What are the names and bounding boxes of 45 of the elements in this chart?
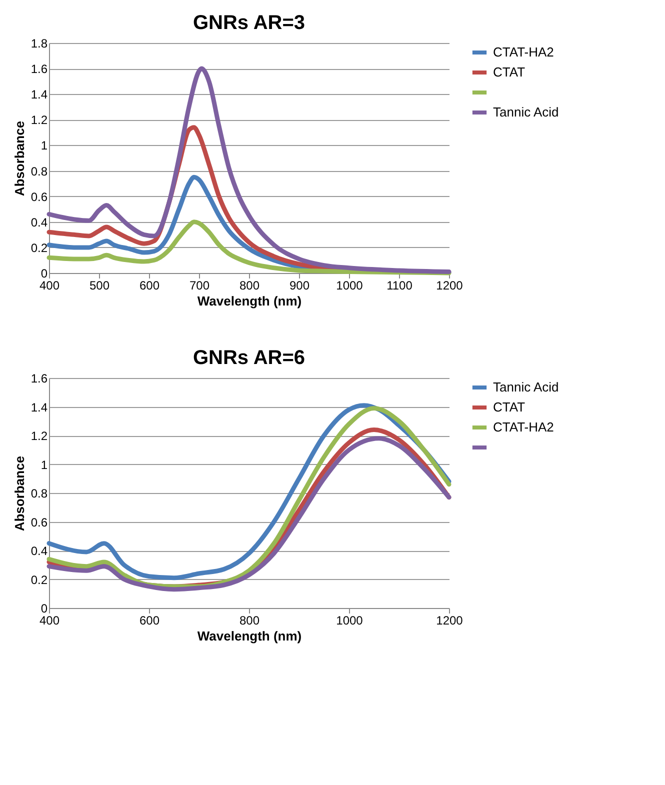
y-tick-label: 0.2 — [30, 240, 48, 255]
x-tick-label: 800 — [239, 278, 260, 292]
y-tick-label: 1 — [40, 138, 48, 153]
x-tick-label: 400 — [39, 614, 60, 628]
y-tick-label: 0.4 — [30, 215, 48, 230]
y-tick-label: 1.8 — [30, 36, 48, 50]
chart-title: GNRs AR=6 — [192, 347, 306, 369]
x-axis-title: Wavelength (nm) — [197, 294, 302, 308]
x-tick-label: 400 — [39, 278, 60, 292]
x-tick-label: 500 — [89, 278, 110, 292]
y-tick-label: 1 — [40, 458, 48, 472]
y-tick-label: 1.4 — [30, 400, 48, 414]
legend-label: Tannic Acid — [493, 104, 559, 120]
legend-label: Tannic Acid — [493, 380, 559, 394]
x-tick-label: 1000 — [336, 278, 364, 292]
legend-label: CTAT — [493, 400, 526, 414]
x-tick-label: 1100 — [386, 278, 413, 292]
legend-label: CTAT — [493, 64, 526, 80]
legend-label: CTAT-HA2 — [493, 420, 554, 434]
y-tick-label: 0.8 — [30, 486, 48, 500]
y-tick-label: 0.2 — [30, 572, 48, 587]
y-tick-label: 1.6 — [30, 372, 48, 386]
x-tick-label: 900 — [289, 278, 310, 292]
y-tick-label: 0.8 — [30, 164, 48, 178]
x-axis-title: Wavelength (nm) — [197, 628, 302, 644]
y-tick-label: 1.6 — [30, 62, 48, 76]
y-tick-label: 1.4 — [30, 88, 48, 102]
y-axis-title: Absorbance — [12, 456, 27, 532]
x-tick-label: 1000 — [336, 614, 364, 628]
x-tick-label: 1200 — [436, 278, 464, 292]
x-tick-label: 1200 — [436, 614, 464, 628]
x-tick-label: 800 — [239, 614, 260, 628]
y-tick-label: 1.2 — [30, 429, 48, 443]
y-tick-label: 0.4 — [30, 544, 48, 558]
y-tick-label: 0 — [40, 266, 48, 280]
y-tick-label: 0.6 — [30, 190, 48, 204]
y-axis-title: Absorbance — [12, 120, 27, 196]
y-tick-label: 0.6 — [30, 515, 48, 530]
x-tick-label: 700 — [189, 278, 210, 292]
chart-title: GNRs AR=3 — [192, 12, 306, 34]
y-tick-label: 0 — [40, 602, 48, 616]
x-tick-label: 600 — [139, 614, 160, 628]
x-tick-label: 600 — [139, 278, 160, 292]
legend-label: CTAT-HA2 — [493, 44, 554, 60]
y-tick-label: 1.2 — [30, 113, 48, 128]
